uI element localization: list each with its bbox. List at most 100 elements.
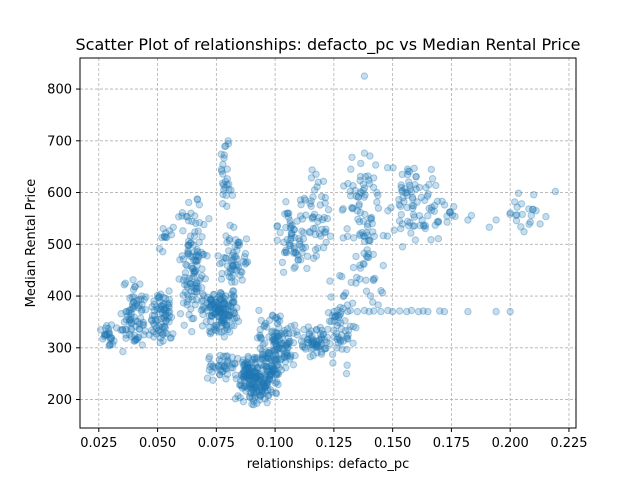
data-point [506,209,515,217]
data-point [148,317,156,325]
data-point [254,376,263,384]
data-point [212,364,220,372]
data-point [212,321,220,329]
data-point [526,218,534,226]
data-point [248,367,256,375]
data-point [157,302,166,310]
data-point [269,311,277,319]
data-point [265,375,274,383]
y-tick-label: 800 [47,83,72,98]
data-point [220,299,229,308]
data-point [303,252,312,260]
data-point [408,201,416,210]
data-point [315,336,323,344]
data-point [396,307,404,315]
data-point [218,179,227,187]
data-point [268,368,276,376]
data-point [308,341,316,349]
data-point [136,280,144,288]
data-point [333,306,342,314]
data-point [225,247,233,255]
data-point [216,371,224,379]
data-point [308,213,317,222]
data-point [233,266,241,274]
data-point [350,234,358,242]
data-point [277,329,286,338]
data-point [257,361,266,369]
data-point [224,305,232,313]
data-point [183,298,191,306]
data-point [327,293,335,301]
data-point [255,375,263,384]
data-point [374,301,382,309]
data-point [420,222,428,231]
data-point [223,352,232,360]
data-point [158,330,167,339]
data-point [223,175,232,183]
data-point [161,329,170,337]
data-point [160,233,169,241]
data-point [363,231,372,239]
data-point [361,210,369,219]
data-point [276,344,284,352]
data-point [222,323,230,332]
data-point [273,378,281,386]
data-point [313,340,321,348]
data-point [291,263,299,271]
data-point [155,327,163,335]
data-point [293,328,301,336]
data-point [298,215,307,223]
data-point [271,337,280,345]
data-point [360,193,368,201]
data-point [355,202,363,210]
data-point [161,304,170,312]
data-point [313,342,321,351]
data-point [358,228,366,237]
data-point [233,246,241,254]
data-point [217,288,225,297]
data-point [261,382,269,391]
data-point [196,274,205,282]
data-point [241,376,249,384]
data-point [253,371,261,380]
data-point [211,305,220,313]
data-point [319,330,327,339]
data-point [255,306,263,315]
data-point [271,336,280,344]
data-point [271,351,280,359]
data-point [267,371,275,379]
data-point [240,253,249,261]
data-point [398,220,406,228]
data-point [370,232,378,241]
data-point [239,397,248,406]
data-point [299,244,307,252]
data-point [183,281,191,289]
data-point [311,246,320,254]
data-point [270,336,278,344]
data-point [228,266,236,274]
data-point [271,328,279,337]
data-point [273,361,281,370]
data-point [262,348,270,356]
data-point [107,334,116,342]
data-point [266,386,275,394]
data-point [230,359,239,368]
data-point [164,301,173,310]
data-point [221,362,229,370]
data-point [226,268,234,276]
data-point [125,318,134,327]
data-point [130,293,138,301]
data-point [298,249,306,257]
data-point [243,370,252,378]
data-point [242,364,251,373]
data-point [259,355,268,363]
x-tick-label: 0.225 [550,436,587,451]
data-point [268,333,277,342]
data-point [446,208,454,217]
data-point [313,337,321,345]
data-point [361,173,370,181]
data-point [440,201,449,209]
data-point [152,330,161,338]
data-point [268,312,277,320]
data-point [298,227,306,235]
